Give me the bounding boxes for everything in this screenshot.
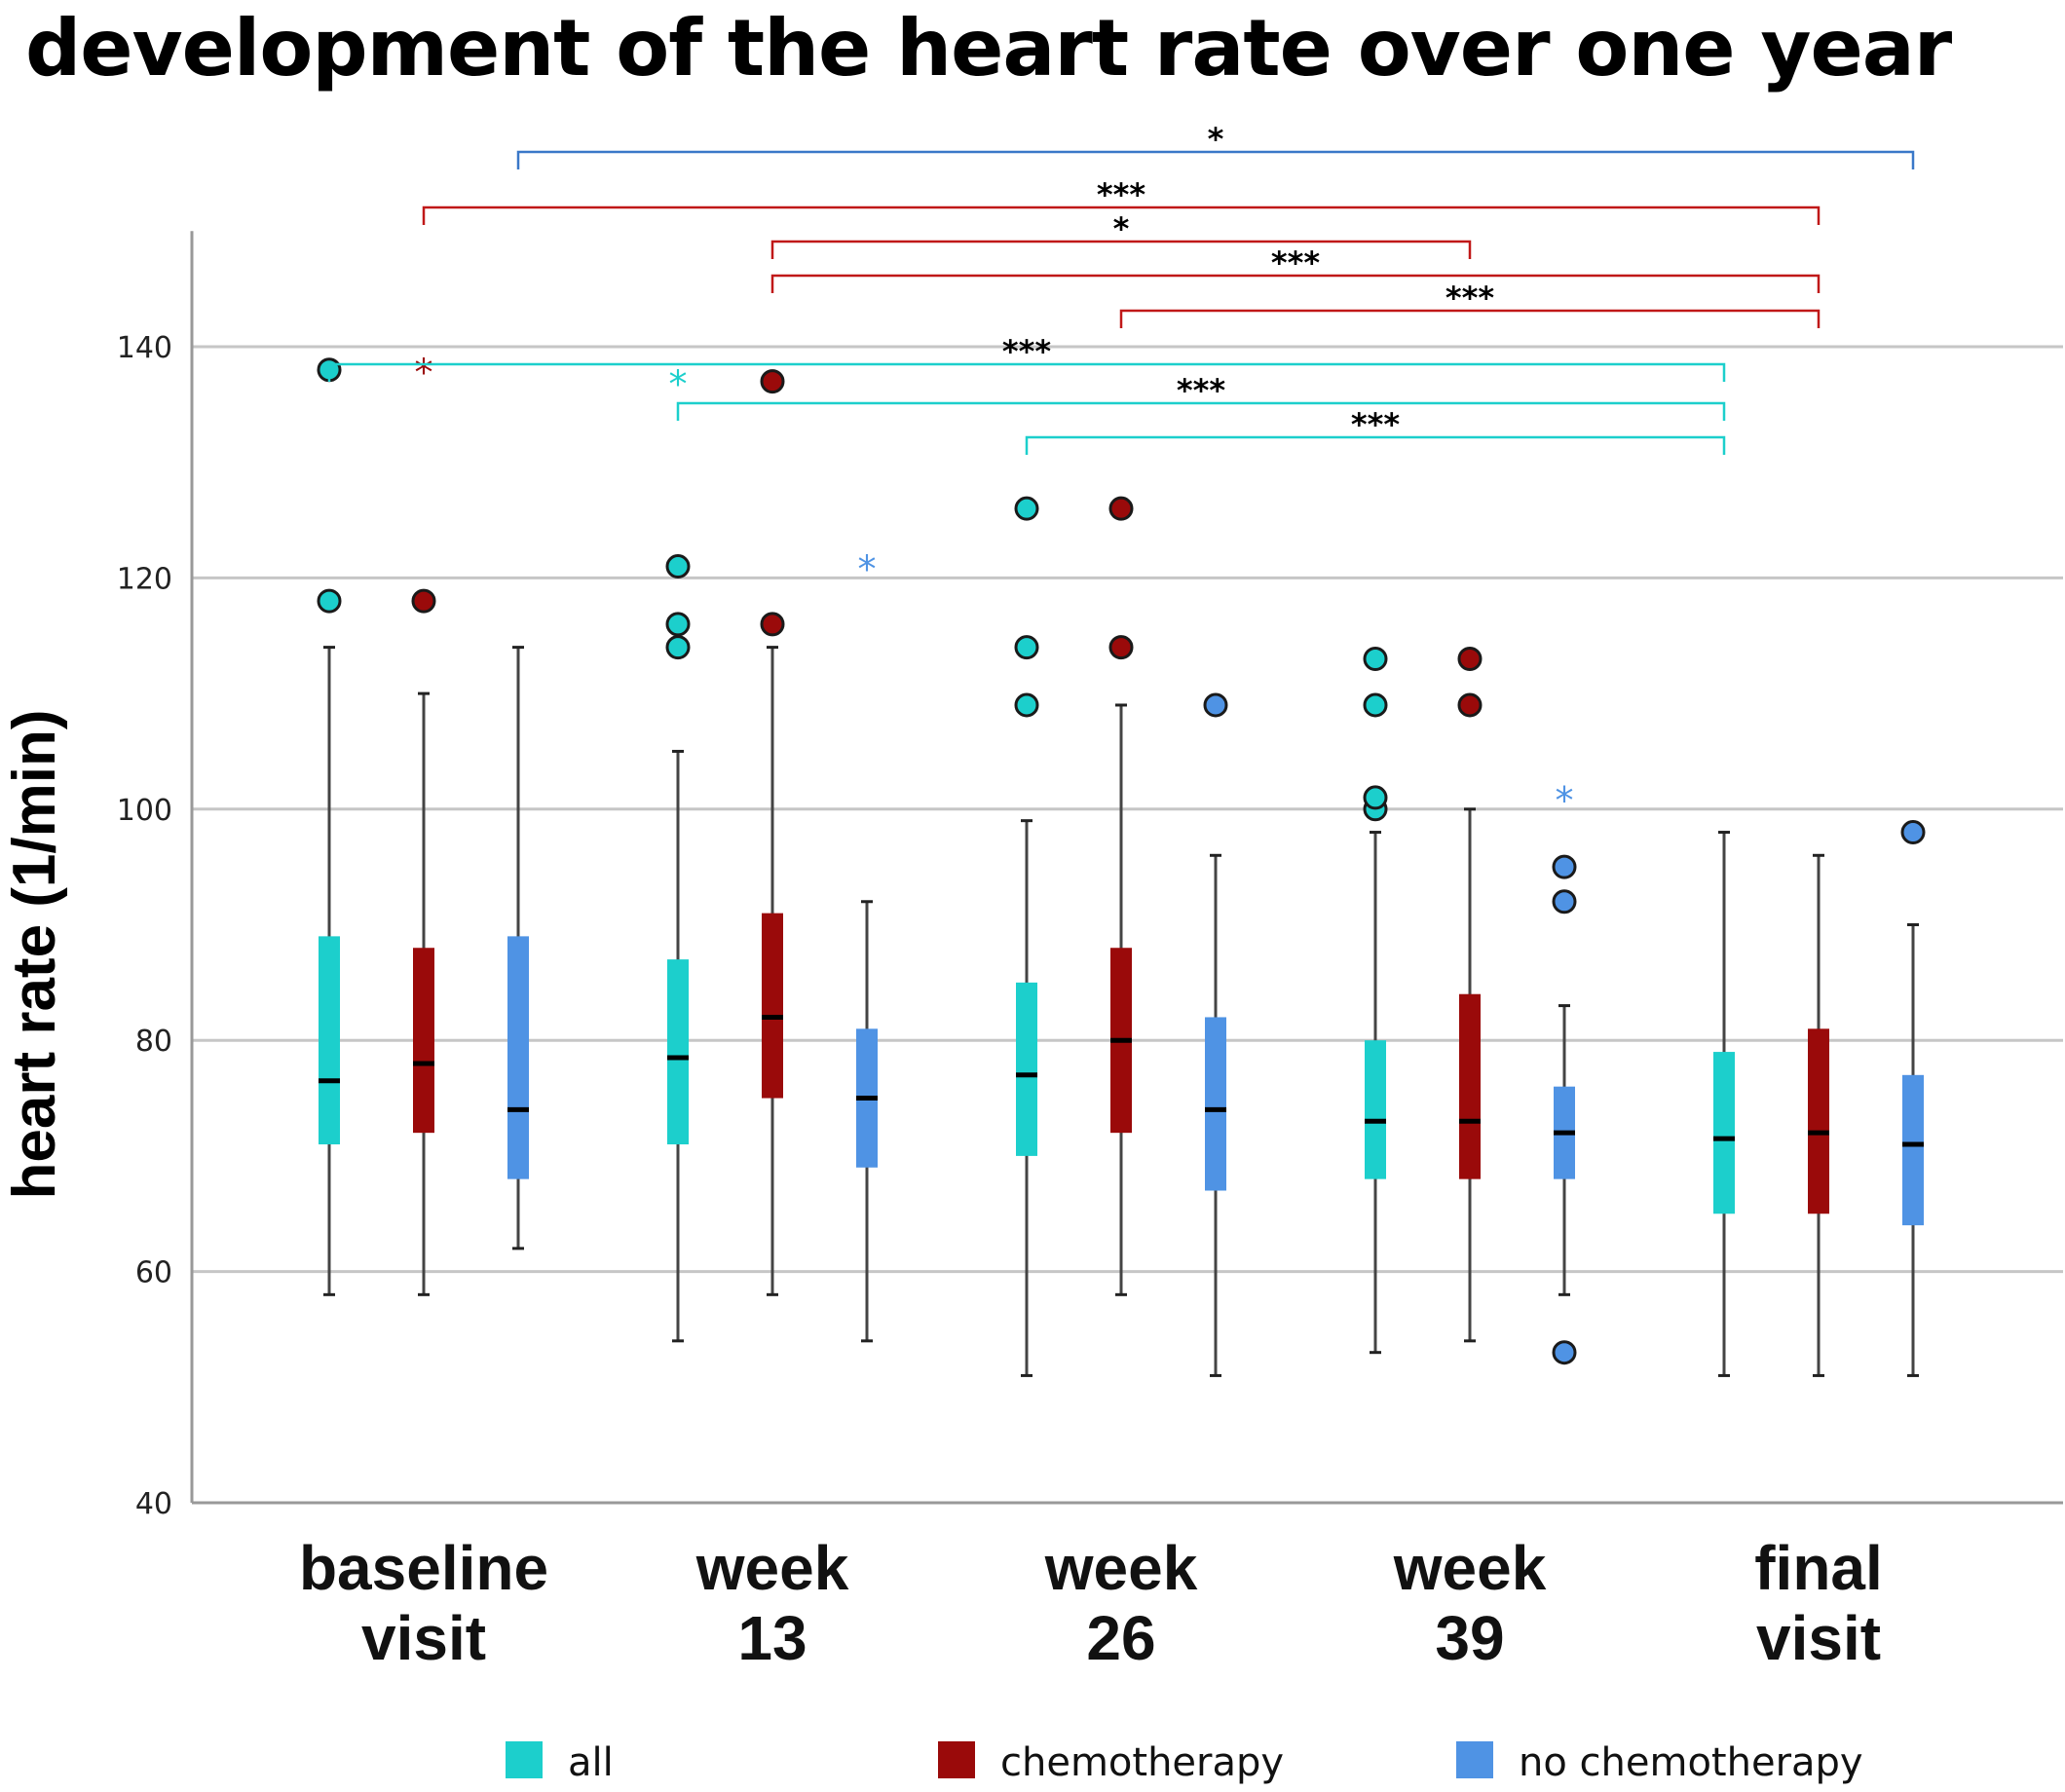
outlier-chemotherapy-3-1 (1457, 646, 1483, 671)
extreme-no-chemotherapy-1-0: * (858, 548, 877, 591)
box-all-3 (1365, 1040, 1386, 1179)
significance-label-4: *** (1446, 280, 1494, 317)
outlier-chemotherapy-1-1 (760, 369, 785, 394)
outlier-all-3-2 (1363, 692, 1388, 718)
x-category-label-1-line2: 13 (737, 1603, 807, 1673)
extreme-no-chemotherapy-3-0: * (1556, 779, 1574, 822)
box-all-1 (667, 959, 689, 1145)
chart-title: development of the heart rate over one y… (25, 3, 1952, 93)
outlier-all-0-0 (317, 588, 342, 614)
box-no-chemotherapy-2 (1205, 1017, 1226, 1191)
legend-label-no-chemotherapy: no chemotherapy (1519, 1740, 1863, 1785)
legend-label-chemotherapy: chemotherapy (1000, 1740, 1284, 1785)
extreme-all-1-0: * (669, 363, 688, 406)
y-axis-label: heart rate (1/min) (1, 709, 68, 1199)
x-category-label-0-line1: baseline (299, 1533, 548, 1603)
outlier-all-1-0 (665, 635, 691, 660)
significance-bracket-2 (770, 240, 1472, 259)
y-tick-label-80: 80 (135, 1025, 172, 1059)
box-all-0 (319, 936, 340, 1145)
y-tick-label-60: 60 (135, 1256, 172, 1290)
outlier-no-chemotherapy-3-0 (1552, 1340, 1577, 1365)
x-category-label-3-line1: week (1393, 1533, 1547, 1603)
y-tick-label-100: 100 (117, 794, 172, 828)
x-category-label-4-line2: visit (1756, 1603, 1881, 1673)
outlier-no-chemotherapy-3-2 (1552, 854, 1577, 879)
outlier-all-1-2 (665, 554, 691, 579)
significance-label-7: *** (1351, 406, 1400, 443)
outlier-chemotherapy-0-0 (411, 588, 436, 614)
outlier-no-chemotherapy-2-0 (1203, 692, 1228, 718)
significance-bracket-4 (1119, 309, 1821, 328)
significance-label-0: * (1208, 121, 1224, 158)
outlier-chemotherapy-1-0 (760, 612, 785, 637)
outlier-chemotherapy-3-0 (1457, 692, 1483, 718)
significance-bracket-1 (422, 205, 1821, 225)
outlier-all-1-1 (665, 612, 691, 637)
x-category-label-3-line2: 39 (1435, 1603, 1504, 1673)
legend-label-all: all (568, 1740, 614, 1785)
outlier-chemotherapy-2-0 (1108, 635, 1134, 660)
significance-label-5: *** (1002, 333, 1051, 370)
significance-bracket-5 (327, 362, 1726, 382)
outlier-all-3-3 (1363, 646, 1388, 671)
box-chemotherapy-0 (413, 948, 434, 1134)
y-tick-label-140: 140 (117, 331, 172, 365)
significance-bracket-6 (676, 401, 1726, 421)
significance-bracket-3 (770, 274, 1821, 293)
x-category-label-2-line2: 26 (1086, 1603, 1155, 1673)
outlier-chemotherapy-2-1 (1108, 496, 1134, 521)
box-all-2 (1016, 982, 1037, 1156)
outlier-all-2-2 (1014, 496, 1039, 521)
outlier-all-2-1 (1014, 635, 1039, 660)
significance-label-2: * (1113, 210, 1130, 247)
legend-swatch-all (506, 1741, 543, 1778)
box-chemotherapy-4 (1808, 1028, 1829, 1214)
box-chemotherapy-3 (1459, 993, 1481, 1179)
significance-label-1: *** (1097, 176, 1145, 213)
outlier-all-3-1 (1363, 785, 1388, 810)
outlier-no-chemotherapy-3-1 (1552, 889, 1577, 915)
x-category-label-0-line2: visit (361, 1603, 486, 1673)
box-no-chemotherapy-4 (1902, 1074, 1924, 1226)
legend-swatch-no-chemotherapy (1456, 1741, 1493, 1778)
significance-label-6: *** (1177, 372, 1225, 409)
outlier-all-2-0 (1014, 692, 1039, 718)
y-tick-label-120: 120 (117, 562, 172, 596)
box-no-chemotherapy-0 (507, 936, 529, 1179)
x-category-label-2-line1: week (1044, 1533, 1198, 1603)
outlier-no-chemotherapy-4-0 (1900, 820, 1926, 845)
significance-bracket-0 (516, 150, 1915, 169)
significance-bracket-7 (1025, 435, 1726, 455)
y-tick-label-40: 40 (135, 1487, 172, 1521)
extreme-chemotherapy-0-0: * (415, 352, 433, 394)
box-all-4 (1713, 1052, 1735, 1214)
legend-swatch-chemotherapy (938, 1741, 975, 1778)
x-category-label-4-line1: final (1754, 1533, 1883, 1603)
significance-label-3: *** (1271, 244, 1320, 281)
box-chemotherapy-1 (762, 913, 783, 1099)
x-category-label-1-line1: week (695, 1533, 849, 1603)
